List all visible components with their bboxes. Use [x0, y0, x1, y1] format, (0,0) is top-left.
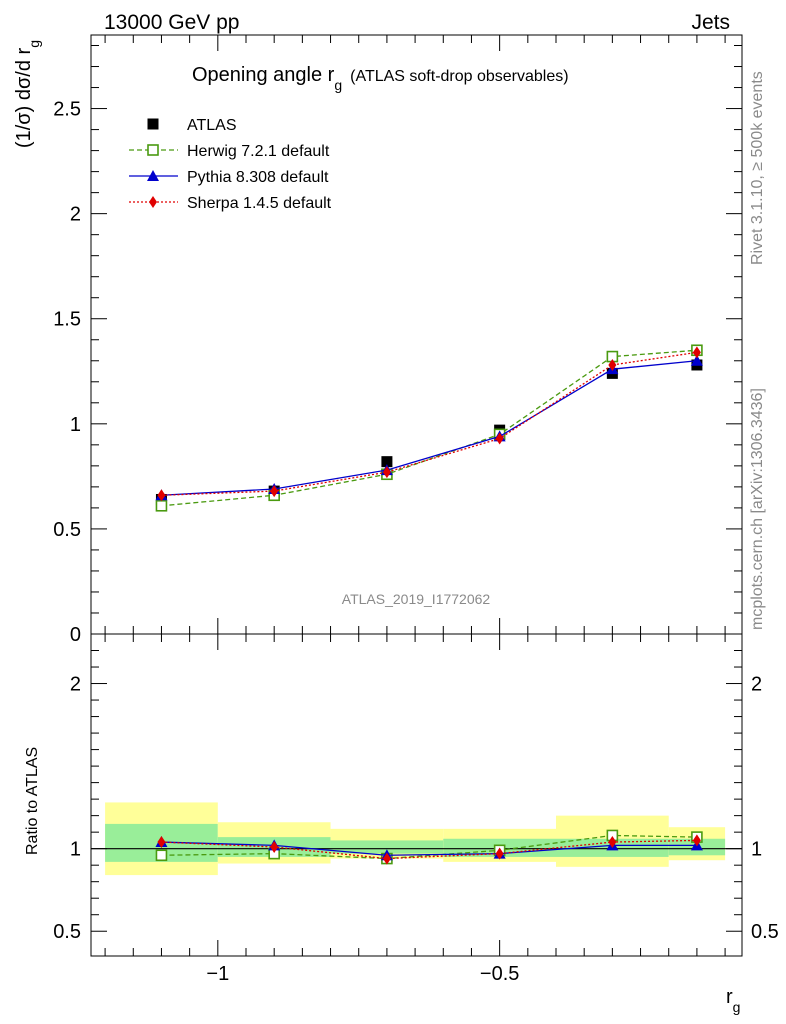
data-point-sherpa-1-4-5-default: [270, 485, 279, 498]
ratio-frame: [90, 633, 743, 957]
plot-title-main: Opening angle r: [192, 64, 335, 86]
main-ytick-label: 2.5: [53, 99, 81, 121]
main-ytick-label: 1: [70, 414, 81, 436]
ratio-point-sherpa-1-4-5-default: [382, 852, 391, 865]
series-line-sherpa-1-4-5-default: [161, 351, 698, 496]
data-point-herwig-7-2-1-default: [155, 499, 168, 512]
series-atlas: [155, 359, 703, 505]
legend-marker-pythia-8-308-default: [147, 170, 159, 181]
plot-title-sub: g: [334, 77, 342, 93]
plot-title: Opening angle rg (ATLAS soft-drop observa…: [192, 64, 569, 93]
svg-text:Ratio to ATLAS: Ratio to ATLAS: [24, 747, 41, 855]
legend-label-pythia-8-308-default: Pythia 8.308 default: [187, 169, 329, 186]
ratio-ytick-label: 1: [70, 839, 81, 861]
ratio-ytick-label: 0.5: [53, 921, 81, 943]
legend-entry-pythia-8-308-default: Pythia 8.308 default: [129, 169, 329, 186]
ratio-point-herwig-7-2-1-default: [155, 849, 168, 862]
legend-entry-herwig-7-2-1-default: Herwig 7.2.1 default: [129, 143, 330, 160]
ratio-ytick-label-right: 1: [751, 839, 762, 861]
legend-marker-herwig-7-2-1-default: [147, 144, 159, 156]
legend-entry-atlas: ATLAS: [147, 117, 237, 134]
ratio-point-sherpa-1-4-5-default: [608, 836, 617, 849]
svg-text:Rivet 3.1.10, ≥ 500k events: Rivet 3.1.10, ≥ 500k events: [749, 71, 766, 265]
mcplots-label: mcplots.cern.ch [arXiv:1306.3436]: [749, 388, 766, 630]
data-point-sherpa-1-4-5-default: [692, 346, 701, 359]
data-point-sherpa-1-4-5-default: [157, 489, 166, 502]
main-ytick-label: 0: [70, 624, 81, 646]
legend-label-sherpa-1-4-5-default: Sherpa 1.4.5 default: [187, 195, 332, 212]
main-ytick-label: 0.5: [53, 519, 81, 541]
ratio-ytick-label: 2: [70, 674, 81, 696]
legend: ATLAS Herwig 7.2.1 default Pythia 8.308 de…: [129, 117, 332, 212]
main-ylabel-sub: g: [26, 40, 42, 48]
svg-text:(1/σ) dσ/d rg: (1/σ) dσ/d rg: [13, 40, 42, 148]
main-ytick-label: 1.5: [53, 309, 81, 331]
series-sherpa-1-4-5-default: [157, 346, 701, 502]
legend-entry-sherpa-1-4-5-default: Sherpa 1.4.5 default: [129, 195, 332, 212]
x-tick-label: −0.5: [480, 963, 519, 985]
header-energy: 13000 GeV pp: [104, 11, 239, 34]
main-ylabel-text: (1/σ) dσ/d r: [13, 47, 35, 148]
legend-marker-atlas: [147, 118, 159, 130]
ratio-point-sherpa-1-4-5-default: [692, 834, 701, 847]
x-axis-label-sub: g: [733, 999, 741, 1015]
main-ylabel: (1/σ) dσ/d rg: [13, 40, 42, 148]
series-pythia-8-308-default: [155, 354, 703, 501]
main-panel: 0 0.5 1 1.5 2 2.5: [53, 34, 743, 646]
main-ytick-label: 2: [70, 204, 81, 226]
rivet-label: Rivet 3.1.10, ≥ 500k events: [749, 71, 766, 265]
ratio-ytick-label-right: 2: [751, 674, 762, 696]
data-point-atlas: [381, 456, 393, 468]
ratio-series-sherpa-1-4-5-default: [157, 834, 701, 865]
x-tick-label: −1: [206, 963, 229, 985]
plot-title-suffix: (ATLAS soft-drop observables): [350, 68, 568, 85]
series-herwig-7-2-1-default: [155, 344, 703, 512]
ratio-point-sherpa-1-4-5-default: [270, 841, 279, 854]
ratio-line-pythia-8-308-default: [161, 841, 697, 856]
ratio-point-sherpa-1-4-5-default: [495, 847, 504, 860]
header-process: Jets: [691, 11, 730, 34]
uncertainty-band-inner: [330, 840, 444, 854]
ratio-point-sherpa-1-4-5-default: [157, 836, 166, 849]
svg-text:mcplots.cern.ch [arXiv:1306.34: mcplots.cern.ch [arXiv:1306.3436]: [749, 388, 766, 630]
series-line-pythia-8-308-default: [161, 360, 697, 496]
data-point-sherpa-1-4-5-default: [608, 358, 617, 371]
data-point-sherpa-1-4-5-default: [495, 432, 504, 445]
data-point-pythia-8-308-default: [690, 354, 703, 366]
legend-marker-sherpa-1-4-5-default: [149, 196, 157, 208]
legend-label-atlas: ATLAS: [187, 117, 237, 134]
ratio-panel: 0.5 0.5 1 1 2 2 −1 −0.5: [53, 633, 779, 985]
ratio-ytick-label-right: 0.5: [751, 921, 779, 943]
legend-label-herwig-7-2-1-default: Herwig 7.2.1 default: [187, 143, 330, 160]
x-axis-label: rg: [726, 986, 740, 1015]
series-line-herwig-7-2-1-default: [161, 349, 697, 507]
data-point-sherpa-1-4-5-default: [382, 466, 391, 479]
ratio-ylabel: Ratio to ATLAS: [24, 747, 41, 855]
analysis-watermark: ATLAS_2019_I1772062: [342, 591, 491, 607]
x-axis-label-text: r: [726, 986, 733, 1008]
